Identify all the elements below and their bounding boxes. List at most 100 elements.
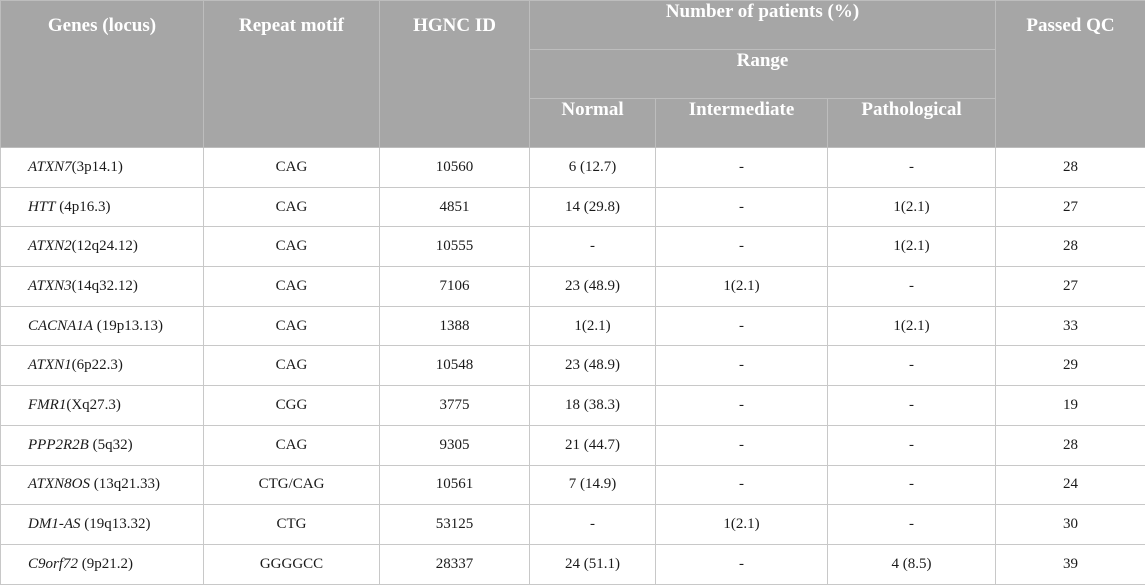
gene-name: PPP2R2B	[28, 437, 89, 453]
gene-name: ATXN2	[28, 238, 72, 254]
header-passed-qc: Passed QC	[996, 1, 1145, 148]
cell-normal: 23 (48.9)	[530, 346, 656, 386]
cell-pathological: -	[828, 505, 996, 545]
cell-gene-locus: DM1-AS (19q13.32)	[1, 505, 204, 545]
cell-intermediate: 1(2.1)	[656, 267, 828, 307]
cell-pathological: -	[828, 148, 996, 188]
cell-repeat-motif: CTG	[204, 505, 380, 545]
cell-normal: 23 (48.9)	[530, 267, 656, 307]
cell-pathological: 4 (8.5)	[828, 544, 996, 584]
cell-passed-qc: 27	[996, 267, 1145, 307]
cell-gene-locus: PPP2R2B (5q32)	[1, 425, 204, 465]
header-pathological: Pathological	[828, 99, 996, 148]
gene-name: ATXN7	[28, 159, 72, 175]
cell-passed-qc: 30	[996, 505, 1145, 545]
cell-repeat-motif: GGGGCC	[204, 544, 380, 584]
gene-name: ATXN8OS	[28, 476, 90, 492]
cell-passed-qc: 29	[996, 346, 1145, 386]
cell-hgnc-id: 1388	[380, 306, 530, 346]
cell-hgnc-id: 10548	[380, 346, 530, 386]
gene-name: ATXN1	[28, 357, 72, 373]
cell-repeat-motif: CAG	[204, 425, 380, 465]
gene-locus: (Xq27.3)	[66, 397, 121, 413]
cell-normal: -	[530, 227, 656, 267]
gene-locus: (4p16.3)	[56, 199, 111, 215]
cell-intermediate: -	[656, 148, 828, 188]
cell-passed-qc: 19	[996, 386, 1145, 426]
header-normal: Normal	[530, 99, 656, 148]
cell-intermediate: -	[656, 386, 828, 426]
gene-name: HTT	[28, 199, 56, 215]
gene-name: FMR1	[28, 397, 66, 413]
cell-normal: 24 (51.1)	[530, 544, 656, 584]
cell-normal: 6 (12.7)	[530, 148, 656, 188]
gene-locus: (14q32.12)	[72, 278, 138, 294]
cell-passed-qc: 24	[996, 465, 1145, 505]
cell-repeat-motif: CAG	[204, 227, 380, 267]
cell-gene-locus: ATXN8OS (13q21.33)	[1, 465, 204, 505]
gene-locus: (5q32)	[89, 437, 133, 453]
cell-normal: 7 (14.9)	[530, 465, 656, 505]
cell-passed-qc: 27	[996, 187, 1145, 227]
cell-pathological: -	[828, 465, 996, 505]
cell-repeat-motif: CAG	[204, 346, 380, 386]
gene-locus: (19q13.32)	[81, 516, 151, 532]
table-header: Genes (locus) Repeat motif HGNC ID Numbe…	[1, 1, 1145, 148]
gene-locus: (3p14.1)	[72, 159, 123, 175]
cell-passed-qc: 28	[996, 425, 1145, 465]
cell-intermediate: -	[656, 425, 828, 465]
cell-hgnc-id: 3775	[380, 386, 530, 426]
cell-gene-locus: CACNA1A (19p13.13)	[1, 306, 204, 346]
cell-gene-locus: ATXN1(6p22.3)	[1, 346, 204, 386]
cell-passed-qc: 28	[996, 227, 1145, 267]
cell-intermediate: -	[656, 187, 828, 227]
cell-gene-locus: HTT (4p16.3)	[1, 187, 204, 227]
gene-name: DM1-AS	[28, 516, 81, 532]
header-range: Range	[530, 50, 996, 99]
cell-pathological: -	[828, 425, 996, 465]
cell-hgnc-id: 53125	[380, 505, 530, 545]
cell-gene-locus: FMR1(Xq27.3)	[1, 386, 204, 426]
cell-repeat-motif: CGG	[204, 386, 380, 426]
cell-repeat-motif: CAG	[204, 267, 380, 307]
cell-normal: 14 (29.8)	[530, 187, 656, 227]
cell-passed-qc: 33	[996, 306, 1145, 346]
cell-pathological: 1(2.1)	[828, 227, 996, 267]
cell-intermediate: 1(2.1)	[656, 505, 828, 545]
gene-locus: (9p21.2)	[78, 556, 133, 572]
cell-intermediate: -	[656, 465, 828, 505]
gene-locus: (12q24.12)	[72, 238, 138, 254]
cell-hgnc-id: 10555	[380, 227, 530, 267]
gene-name: CACNA1A	[28, 318, 93, 334]
cell-normal: -	[530, 505, 656, 545]
cell-gene-locus: ATXN7(3p14.1)	[1, 148, 204, 188]
cell-passed-qc: 39	[996, 544, 1145, 584]
cell-intermediate: -	[656, 346, 828, 386]
cell-intermediate: -	[656, 544, 828, 584]
cell-gene-locus: ATXN3(14q32.12)	[1, 267, 204, 307]
cell-intermediate: -	[656, 306, 828, 346]
cell-normal: 21 (44.7)	[530, 425, 656, 465]
cell-hgnc-id: 4851	[380, 187, 530, 227]
cell-pathological: 1(2.1)	[828, 187, 996, 227]
header-genes: Genes (locus)	[1, 1, 204, 148]
gene-locus: (19p13.13)	[93, 318, 163, 334]
gene-locus: (13q21.33)	[90, 476, 160, 492]
cell-pathological: -	[828, 267, 996, 307]
cell-pathological: -	[828, 386, 996, 426]
header-repeat-motif: Repeat motif	[204, 1, 380, 148]
header-number-of-patients: Number of patients (%)	[530, 1, 996, 50]
gene-name: C9orf72	[28, 556, 78, 572]
gene-name: ATXN3	[28, 278, 72, 294]
